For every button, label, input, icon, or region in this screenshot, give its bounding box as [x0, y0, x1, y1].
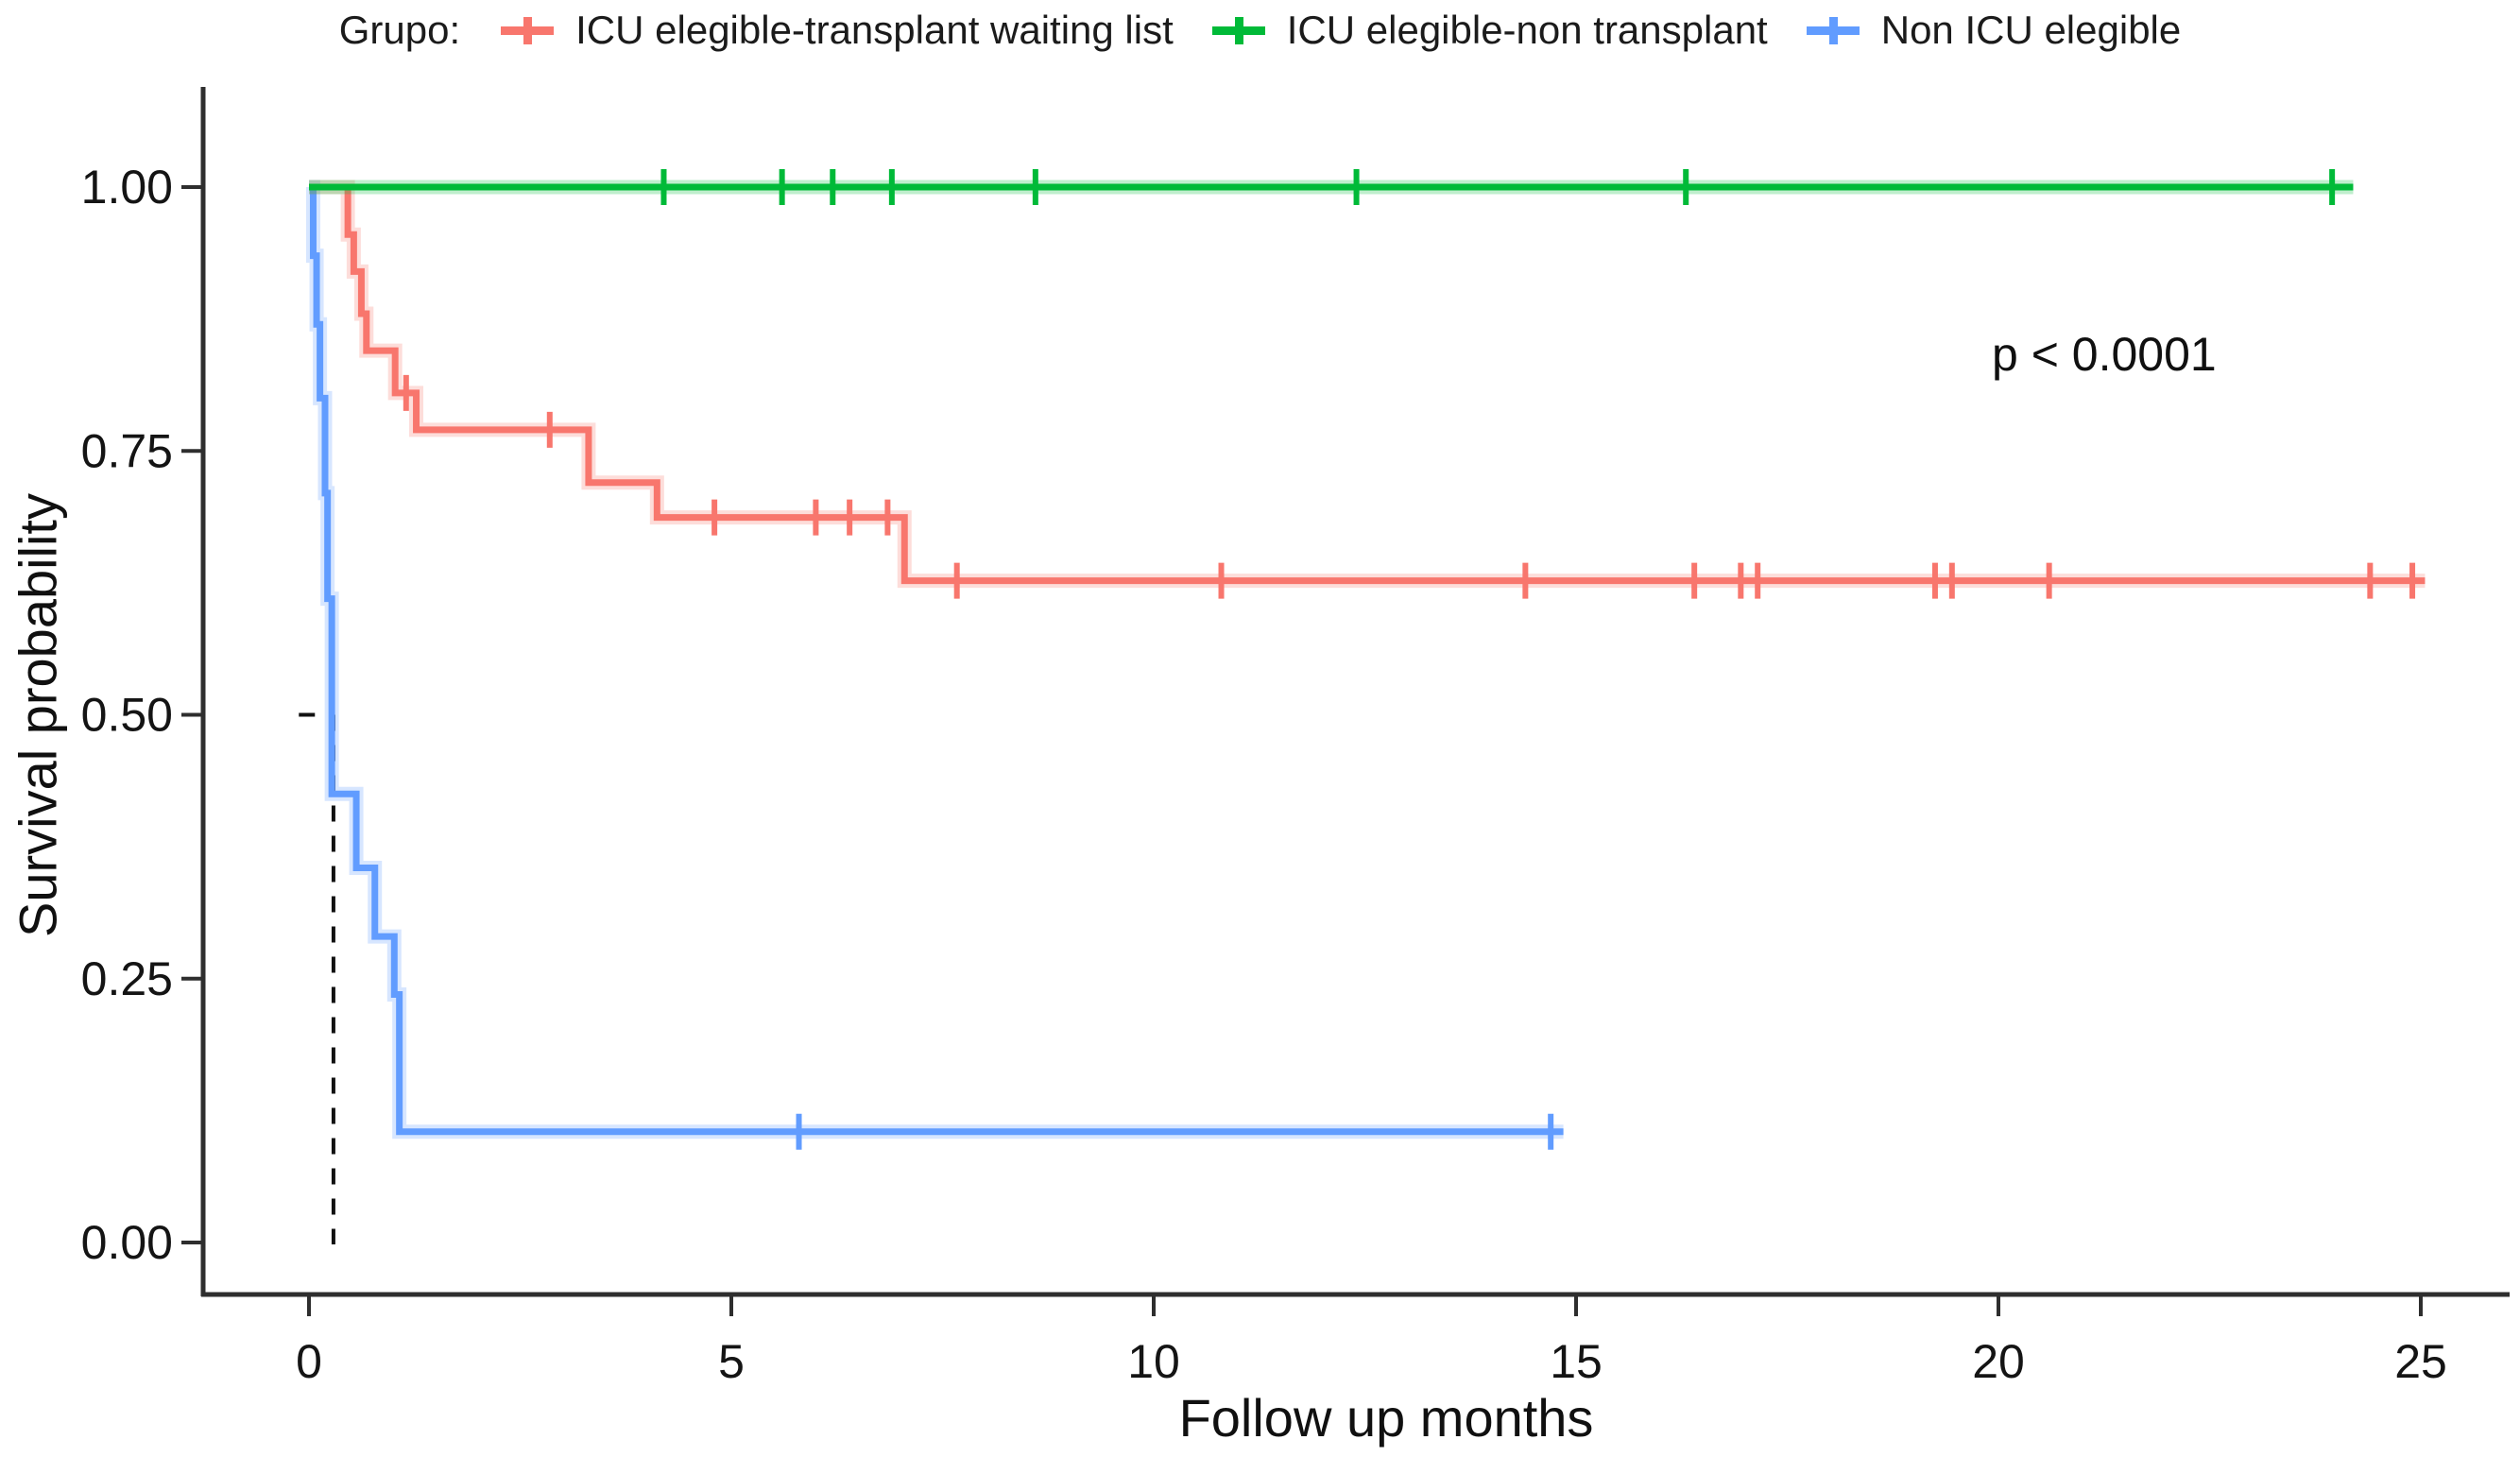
- plus-censor-icon: [1211, 9, 1266, 51]
- y-axis-title: Survival probability: [8, 493, 68, 937]
- legend-item: Non ICU elegible: [1806, 8, 2182, 53]
- legend-item: ICU elegible-transplant waiting list: [500, 8, 1174, 53]
- survival-curve-glow: [309, 180, 2426, 589]
- survival-curve-glow: [305, 180, 1564, 1140]
- legend-label: ICU elegible-non transplant: [1286, 8, 1768, 52]
- legend-title: Grupo:: [338, 8, 461, 52]
- x-axis-title: Follow up months: [1178, 1388, 1594, 1448]
- x-tick-label: 20: [1972, 1335, 2025, 1388]
- y-tick-label: 0.75: [81, 424, 173, 477]
- y-tick-label: 0.50: [81, 689, 173, 742]
- x-tick-label: 0: [296, 1335, 322, 1388]
- plus-censor-icon: [1806, 9, 1860, 51]
- legend-item: ICU elegible-non transplant: [1211, 8, 1768, 53]
- x-tick-label: 25: [2394, 1335, 2447, 1388]
- survival-curve: [309, 183, 2426, 585]
- y-tick-label: 0.25: [81, 952, 173, 1005]
- y-tick-label: 1.00: [81, 161, 173, 214]
- p-value-annotation: p < 0.0001: [1992, 328, 2217, 381]
- survival-curve: [309, 183, 1564, 1136]
- x-tick-label: 10: [1127, 1335, 1180, 1388]
- x-tick-label: 15: [1550, 1335, 1603, 1388]
- legend-label: Non ICU elegible: [1880, 8, 2182, 52]
- x-tick-label: 5: [718, 1335, 745, 1388]
- y-tick-label: 0.00: [81, 1216, 173, 1269]
- legend-label: ICU elegible-transplant waiting list: [575, 8, 1174, 52]
- plus-censor-icon: [500, 9, 555, 51]
- legend-entries: ICU elegible-transplant waiting list ICU …: [500, 8, 2181, 53]
- legend: Grupo: ICU elegible-transplant waiting l…: [0, 4, 2520, 57]
